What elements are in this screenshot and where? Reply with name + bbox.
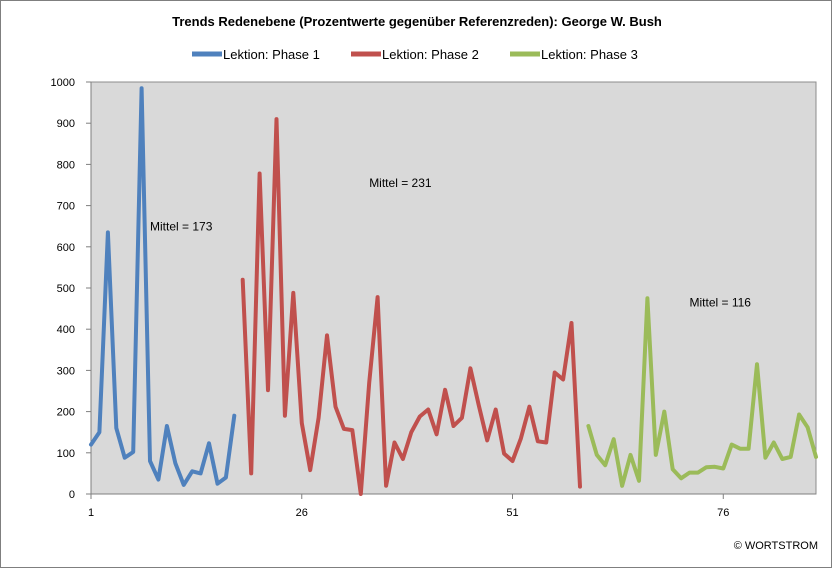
legend-label-phase-3: Lektion: Phase 3 [541,47,638,62]
x-tick-label: 26 [296,507,308,519]
y-tick-label: 0 [69,489,75,501]
legend-label-phase-1: Lektion: Phase 1 [223,47,320,62]
copyright-text: © WORTSTROM [734,540,818,552]
y-tick-label: 600 [57,242,75,254]
legend: Lektion: Phase 1 Lektion: Phase 2 Lektion:… [192,47,638,62]
y-tick-label: 700 [57,201,75,213]
y-tick-label: 100 [57,448,75,460]
y-tick-label: 800 [57,159,75,171]
plot-area [91,82,816,494]
legend-label-phase-2: Lektion: Phase 2 [382,47,479,62]
y-tick-label: 200 [57,407,75,419]
mittel-annotation-1: Mittel = 173 [150,219,213,233]
mittel-annotation-2: Mittel = 231 [369,176,432,190]
y-tick-label: 1000 [51,77,75,89]
y-tick-label: 400 [57,324,75,336]
y-tick-label: 900 [57,118,75,130]
y-tick-label: 300 [57,365,75,377]
y-axis: 0 100 200 300 400 500 600 700 800 900 1000 [51,77,91,501]
x-axis: 1 26 51 76 [88,494,816,519]
mittel-annotation-3: Mittel = 116 [690,296,752,310]
y-tick-label: 500 [57,283,75,295]
x-tick-label: 51 [506,507,518,519]
x-tick-label: 1 [88,507,94,519]
chart-title: Trends Redenebene (Prozentwerte gegenübe… [172,14,662,29]
x-tick-label: 76 [717,507,729,519]
